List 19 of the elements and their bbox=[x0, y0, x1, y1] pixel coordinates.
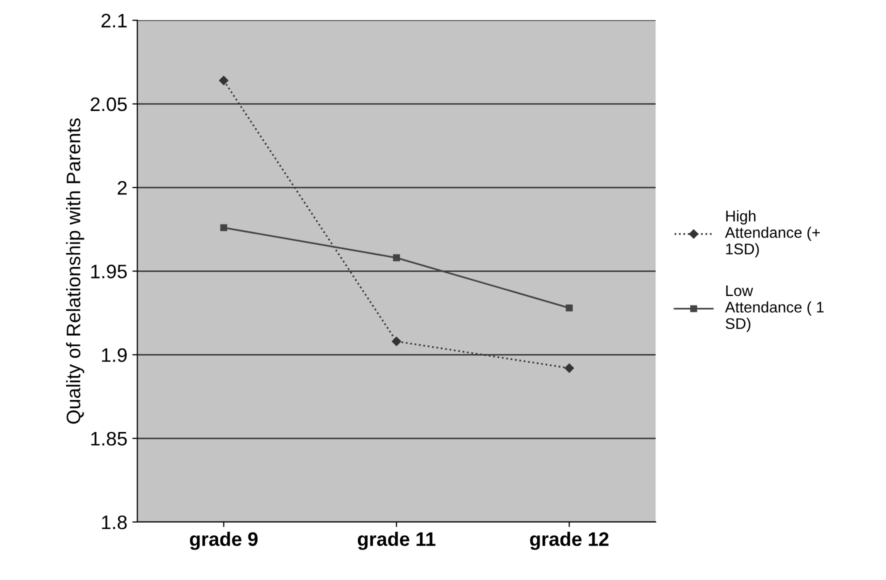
point bbox=[219, 76, 228, 86]
x-tick-label: grade 11 bbox=[358, 532, 436, 550]
y-tick-label: 2 bbox=[118, 181, 127, 195]
y-tick-label: 2.05 bbox=[90, 97, 127, 112]
y-tick-label: 1.9 bbox=[102, 348, 127, 362]
y-tick-label: 1.8 bbox=[102, 515, 127, 530]
y-tick-label: 1.95 bbox=[91, 264, 127, 278]
point bbox=[393, 254, 400, 262]
legend-label: High Attendance (+ 1SD) bbox=[725, 210, 820, 258]
point bbox=[392, 336, 402, 346]
x-tick-label: grade 9 bbox=[190, 532, 258, 550]
point bbox=[566, 304, 573, 312]
y-tick-label: 1.85 bbox=[91, 432, 127, 446]
y-tick-label: 2.1 bbox=[102, 14, 127, 28]
point bbox=[220, 224, 228, 232]
legend-label: Low Attendance ( 1 SD) bbox=[725, 285, 824, 332]
x-tick-label: grade 12 bbox=[530, 532, 608, 550]
y-axis-title: Quality of Relationship with Parents bbox=[66, 118, 84, 424]
point bbox=[564, 364, 574, 373]
